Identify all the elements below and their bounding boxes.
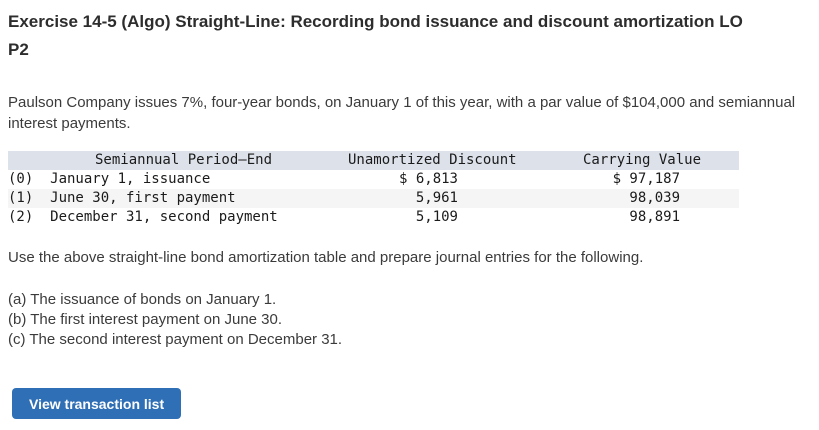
table-header-row: Semiannual Period–End Unamortized Discou… — [8, 151, 739, 170]
cell-period: (0) January 1, issuance — [8, 171, 211, 187]
cell-carrying-value: $ 97,187 — [612, 171, 680, 187]
cell-unamortized-discount: 5,961 — [415, 190, 458, 206]
table-row: (1) June 30, first payment 5,961 98,039 — [8, 189, 739, 208]
cell-period: (2) December 31, second payment — [8, 209, 278, 225]
cell-carrying-value: 98,891 — [629, 209, 680, 225]
column-header-period: Semiannual Period–End — [95, 152, 273, 168]
cell-unamortized-discount: 5,109 — [415, 209, 458, 225]
table-row: (2) December 31, second payment 5,109 98… — [8, 208, 739, 227]
requirement-item-a: (a) The issuance of bonds on January 1. — [8, 291, 277, 308]
cell-unamortized-discount: $ 6,813 — [398, 171, 458, 187]
view-transaction-list-button[interactable]: View transaction list — [12, 388, 182, 419]
problem-statement: Paulson Company issues 7%, four-year bon… — [8, 94, 796, 132]
table-row: (0) January 1, issuance $ 6,813 $ 97,187 — [8, 170, 739, 189]
column-header-carrying-value: Carrying Value — [583, 152, 702, 168]
requirements-list: (a) The issuance of bonds on January 1. … — [8, 290, 811, 350]
requirement-item-c: (c) The second interest payment on Decem… — [8, 331, 343, 348]
column-header-unamortized-discount: Unamortized Discount — [348, 152, 517, 168]
amortization-table: Semiannual Period–End Unamortized Discou… — [8, 151, 739, 227]
instruction-text: Use the above straight-line bond amortiz… — [8, 249, 644, 266]
cell-carrying-value: 98,039 — [629, 190, 680, 206]
page-title: Exercise 14-5 (Algo) Straight-Line: Reco… — [8, 12, 743, 59]
cell-period: (1) June 30, first payment — [8, 190, 236, 206]
requirement-item-b: (b) The first interest payment on June 3… — [8, 311, 283, 328]
